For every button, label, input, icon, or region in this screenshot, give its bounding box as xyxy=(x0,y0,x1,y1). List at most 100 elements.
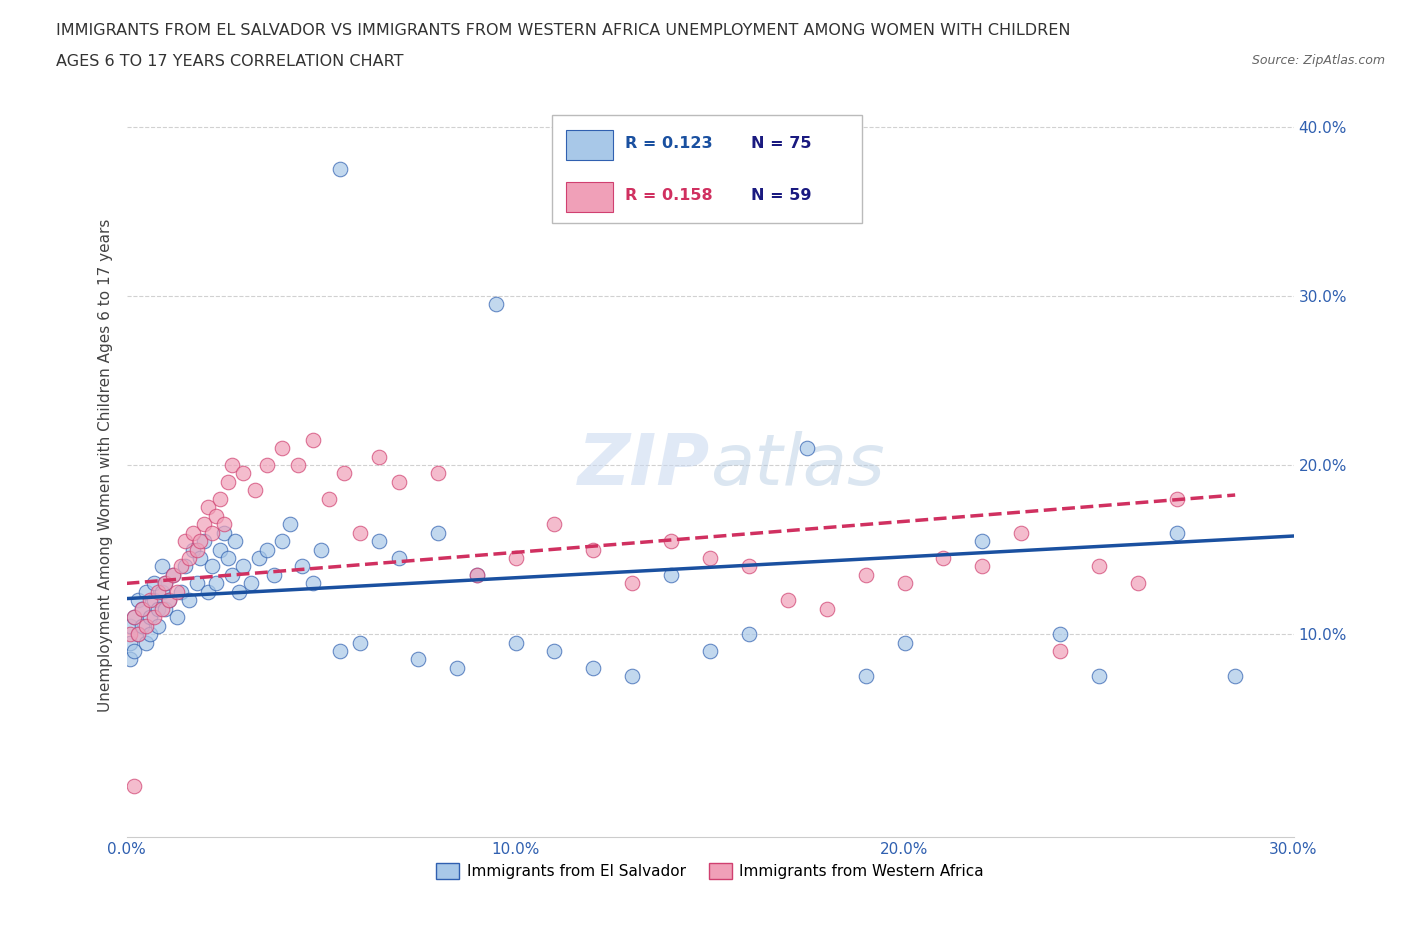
Text: ZIP: ZIP xyxy=(578,431,710,499)
Immigrants from El Salvador xyxy=(193,534,215,549)
Immigrants from Western Africa xyxy=(208,491,231,506)
Immigrants from El Salvador xyxy=(349,635,371,650)
Immigrants from El Salvador xyxy=(131,618,153,633)
Immigrants from El Salvador xyxy=(146,618,169,633)
Immigrants from El Salvador xyxy=(186,576,208,591)
Immigrants from El Salvador xyxy=(621,669,644,684)
Bar xyxy=(567,130,613,160)
Immigrants from El Salvador xyxy=(146,602,169,617)
Immigrants from Western Africa xyxy=(162,567,184,582)
Text: N = 75: N = 75 xyxy=(751,136,811,151)
Immigrants from Western Africa xyxy=(388,474,411,489)
Immigrants from Western Africa xyxy=(181,525,204,540)
Immigrants from Western Africa xyxy=(124,778,146,793)
Immigrants from Western Africa xyxy=(127,627,149,642)
Immigrants from El Salvador xyxy=(1088,669,1111,684)
Immigrants from El Salvador xyxy=(217,551,239,565)
Immigrants from Western Africa xyxy=(972,559,994,574)
Immigrants from El Salvador xyxy=(142,592,165,607)
Immigrants from El Salvador xyxy=(139,610,162,625)
Immigrants from El Salvador xyxy=(201,559,224,574)
Immigrants from El Salvador xyxy=(329,162,352,177)
Immigrants from Western Africa xyxy=(221,458,243,472)
Immigrants from El Salvador xyxy=(505,635,527,650)
Immigrants from El Salvador xyxy=(240,576,263,591)
Immigrants from Western Africa xyxy=(271,441,294,456)
Immigrants from Western Africa xyxy=(142,610,165,625)
Text: IMMIGRANTS FROM EL SALVADOR VS IMMIGRANTS FROM WESTERN AFRICA UNEMPLOYMENT AMONG: IMMIGRANTS FROM EL SALVADOR VS IMMIGRANT… xyxy=(56,23,1071,38)
Immigrants from El Salvador xyxy=(329,644,352,658)
Immigrants from Western Africa xyxy=(287,458,309,472)
Immigrants from Western Africa xyxy=(124,610,146,625)
Immigrants from Western Africa xyxy=(146,584,169,599)
Text: AGES 6 TO 17 YEARS CORRELATION CHART: AGES 6 TO 17 YEARS CORRELATION CHART xyxy=(56,54,404,69)
Immigrants from El Salvador xyxy=(120,618,142,633)
Immigrants from El Salvador xyxy=(302,576,325,591)
Text: N = 59: N = 59 xyxy=(751,188,811,203)
Immigrants from El Salvador xyxy=(1223,669,1246,684)
Immigrants from El Salvador xyxy=(263,567,285,582)
Immigrants from El Salvador xyxy=(855,669,877,684)
Immigrants from Western Africa xyxy=(212,517,235,532)
Immigrants from Western Africa xyxy=(1088,559,1111,574)
Immigrants from Western Africa xyxy=(302,432,325,447)
Immigrants from El Salvador xyxy=(135,584,157,599)
Immigrants from Western Africa xyxy=(193,517,215,532)
Legend: Immigrants from El Salvador, Immigrants from Western Africa: Immigrants from El Salvador, Immigrants … xyxy=(430,857,990,885)
Immigrants from Western Africa xyxy=(120,627,142,642)
Immigrants from Western Africa xyxy=(217,474,239,489)
Immigrants from El Salvador xyxy=(208,542,231,557)
Immigrants from El Salvador xyxy=(465,567,488,582)
Immigrants from Western Africa xyxy=(1166,491,1188,506)
Immigrants from Western Africa xyxy=(426,466,449,481)
Immigrants from El Salvador xyxy=(309,542,332,557)
Y-axis label: Unemployment Among Women with Children Ages 6 to 17 years: Unemployment Among Women with Children A… xyxy=(97,219,112,711)
Immigrants from Western Africa xyxy=(170,559,193,574)
Immigrants from El Salvador xyxy=(120,635,142,650)
Immigrants from El Salvador xyxy=(1166,525,1188,540)
Immigrants from Western Africa xyxy=(186,542,208,557)
Immigrants from El Salvador xyxy=(142,576,165,591)
Immigrants from El Salvador xyxy=(1049,627,1071,642)
Immigrants from El Salvador xyxy=(162,567,184,582)
Immigrants from Western Africa xyxy=(1010,525,1032,540)
Immigrants from Western Africa xyxy=(1126,576,1149,591)
Immigrants from El Salvador xyxy=(131,602,153,617)
Immigrants from El Salvador xyxy=(155,576,177,591)
Immigrants from Western Africa xyxy=(256,458,278,472)
Immigrants from El Salvador xyxy=(543,644,565,658)
Immigrants from Western Africa xyxy=(174,534,197,549)
Immigrants from Western Africa xyxy=(699,551,721,565)
Immigrants from El Salvador xyxy=(120,652,142,667)
Immigrants from El Salvador xyxy=(170,584,193,599)
Immigrants from Western Africa xyxy=(932,551,955,565)
Immigrants from Western Africa xyxy=(738,559,761,574)
Immigrants from Western Africa xyxy=(505,551,527,565)
Immigrants from Western Africa xyxy=(815,602,838,617)
Immigrants from El Salvador xyxy=(224,534,246,549)
FancyBboxPatch shape xyxy=(553,115,862,223)
Immigrants from El Salvador xyxy=(290,559,312,574)
Immigrants from Western Africa xyxy=(232,466,254,481)
Immigrants from El Salvador xyxy=(177,592,200,607)
Bar xyxy=(567,182,613,212)
Immigrants from El Salvador xyxy=(135,635,157,650)
Immigrants from El Salvador xyxy=(893,635,915,650)
Immigrants from Western Africa xyxy=(621,576,644,591)
Immigrants from El Salvador xyxy=(150,584,173,599)
Immigrants from Western Africa xyxy=(190,534,212,549)
Immigrants from El Salvador xyxy=(166,610,188,625)
Immigrants from Western Africa xyxy=(150,602,173,617)
Immigrants from El Salvador xyxy=(221,567,243,582)
Immigrants from El Salvador xyxy=(212,525,235,540)
Immigrants from El Salvador xyxy=(190,551,212,565)
Immigrants from El Salvador xyxy=(127,592,149,607)
Immigrants from Western Africa xyxy=(776,592,799,607)
Text: R = 0.123: R = 0.123 xyxy=(624,136,713,151)
Immigrants from Western Africa xyxy=(582,542,605,557)
Immigrants from El Salvador xyxy=(972,534,994,549)
Immigrants from Western Africa xyxy=(659,534,682,549)
Immigrants from El Salvador xyxy=(205,576,228,591)
Immigrants from Western Africa xyxy=(855,567,877,582)
Immigrants from El Salvador xyxy=(247,551,270,565)
